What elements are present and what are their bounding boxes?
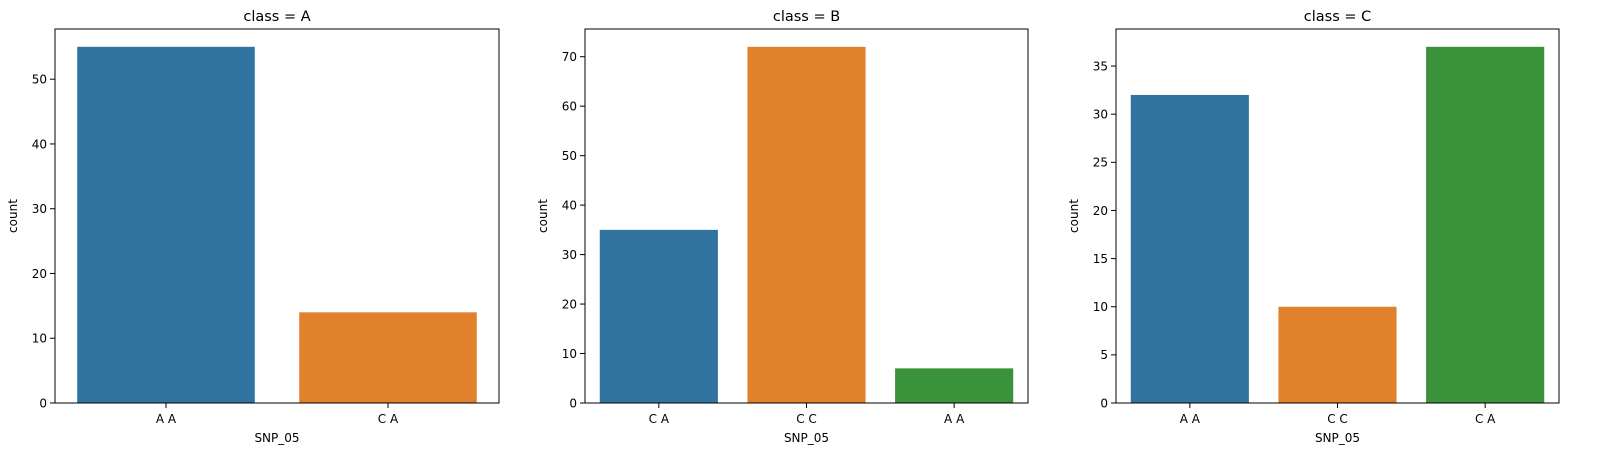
bar-c-c bbox=[747, 46, 866, 404]
y-tick-label: 40 bbox=[562, 198, 577, 212]
bar-a-a bbox=[1130, 94, 1249, 403]
y-tick-label: 0 bbox=[1100, 396, 1108, 410]
y-tick-label: 30 bbox=[1093, 107, 1108, 121]
chart-panel-3: 0 5 10 15 20 25 30 35 A A C C C A SNP_05 count class … bbox=[1067, 9, 1560, 445]
bar-c-a bbox=[599, 229, 718, 403]
y-tick-label: 20 bbox=[562, 297, 577, 311]
x-tick-label: C C bbox=[1327, 412, 1348, 426]
axes-frame bbox=[54, 28, 500, 404]
x-axis-label: SNP_05 bbox=[1315, 431, 1360, 445]
y-tick-label: 10 bbox=[1093, 300, 1108, 314]
panel-title: class = C bbox=[1304, 9, 1372, 25]
bar-c-a bbox=[299, 312, 477, 403]
y-tick-label: 60 bbox=[562, 99, 577, 113]
y-tick-label: 30 bbox=[32, 202, 47, 216]
y-tick-label: 10 bbox=[32, 332, 47, 346]
x-axis-label: SNP_05 bbox=[784, 431, 829, 445]
y-tick-label: 0 bbox=[569, 396, 577, 410]
bar-c-c bbox=[1278, 306, 1397, 403]
x-tick-label: A A bbox=[156, 412, 177, 426]
x-tick-label: A A bbox=[944, 412, 965, 426]
x-tick-label: C A bbox=[378, 412, 399, 426]
y-axis-label: count bbox=[1067, 199, 1081, 233]
y-tick-label: 10 bbox=[562, 347, 577, 361]
panel-title: class = B bbox=[773, 9, 840, 25]
x-tick-label: C C bbox=[796, 412, 817, 426]
y-axis-label: count bbox=[536, 199, 550, 233]
y-axis-label: count bbox=[6, 199, 20, 233]
y-tick-label: 5 bbox=[1100, 348, 1108, 362]
y-tick-label: 70 bbox=[562, 50, 577, 64]
y-tick-label: 15 bbox=[1093, 252, 1108, 266]
x-axis-label: SNP_05 bbox=[254, 431, 299, 445]
bar-a-a bbox=[895, 368, 1014, 403]
x-tick-label: C A bbox=[649, 412, 670, 426]
chart-panel-1: 0 10 20 30 40 50 A A C A SNP_05 count class = A bbox=[6, 9, 500, 445]
y-tick-label: 0 bbox=[39, 396, 47, 410]
y-tick-label: 25 bbox=[1093, 156, 1108, 170]
y-tick-label: 30 bbox=[562, 248, 577, 262]
y-tick-label: 40 bbox=[32, 137, 47, 151]
y-tick-label: 20 bbox=[32, 267, 47, 281]
x-tick-label: A A bbox=[1180, 412, 1201, 426]
bar-a-a bbox=[77, 46, 255, 404]
x-tick-label: C A bbox=[1475, 412, 1496, 426]
y-tick-label: 50 bbox=[562, 149, 577, 163]
bar-c-a bbox=[1426, 46, 1545, 404]
y-tick-label: 20 bbox=[1093, 204, 1108, 218]
panel-title: class = A bbox=[243, 9, 310, 25]
chart-panel-2: 0 10 20 30 40 50 60 70 C A C C A A SNP_05 count class… bbox=[536, 9, 1029, 445]
y-tick-label: 50 bbox=[32, 72, 47, 86]
y-tick-label: 35 bbox=[1093, 59, 1108, 73]
